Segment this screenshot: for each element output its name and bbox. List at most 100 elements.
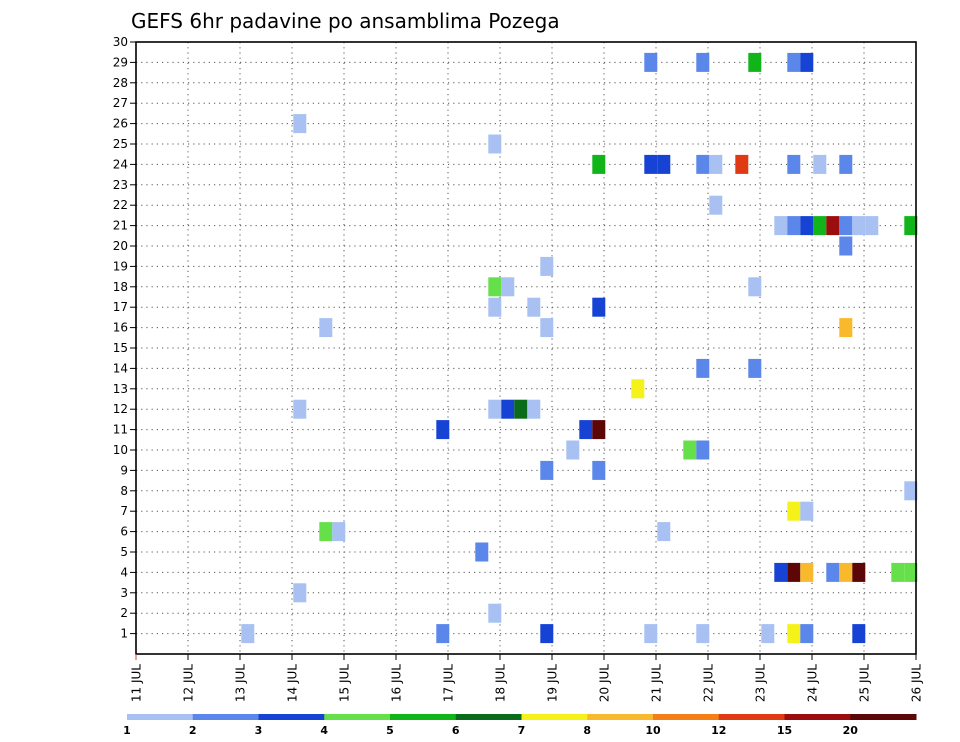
precip-cell — [644, 52, 658, 72]
precip-cell — [748, 52, 762, 72]
colorbar-label: 5 — [386, 724, 394, 737]
precip-cell — [800, 216, 814, 236]
y-tick-label: 10 — [113, 443, 128, 457]
precip-cell — [657, 522, 671, 542]
precip-cell — [852, 216, 866, 236]
precip-cell — [813, 216, 827, 236]
y-tick-label: 29 — [113, 55, 128, 69]
colorbar-segment — [127, 714, 194, 720]
x-tick-label: 13 JUL — [234, 664, 248, 702]
precip-cell — [592, 460, 606, 480]
precip-cell — [540, 460, 554, 480]
precip-cell — [514, 399, 528, 419]
precip-cell — [839, 318, 853, 338]
precip-cell — [774, 562, 788, 582]
colorbar-label: 3 — [255, 724, 263, 737]
colorbar-label: 1 — [123, 724, 131, 737]
precip-cell — [527, 399, 541, 419]
precip-cell — [436, 420, 450, 440]
precip-cell — [787, 52, 801, 72]
precip-cell — [800, 52, 814, 72]
precip-cell — [293, 583, 307, 603]
colorbar-label: 10 — [645, 724, 661, 737]
precip-cell — [319, 318, 333, 338]
precip-cell — [839, 216, 853, 236]
precip-cell — [319, 522, 333, 542]
y-tick-label: 8 — [120, 484, 128, 498]
x-tick-label: 17 JUL — [442, 664, 456, 702]
precip-cell — [839, 236, 853, 256]
colorbar-segment — [455, 714, 522, 720]
y-tick-label: 26 — [113, 117, 128, 131]
precip-cell — [696, 52, 710, 72]
precip-cell — [293, 399, 307, 419]
precip-cell — [904, 216, 918, 236]
precip-cell — [696, 624, 710, 644]
precip-cell — [839, 562, 853, 582]
y-tick-label: 9 — [120, 463, 128, 477]
colorbar-label: 7 — [518, 724, 526, 737]
x-tick-label: 12 JUL — [182, 664, 196, 702]
precip-cell — [852, 562, 866, 582]
precip-cell — [644, 154, 658, 174]
y-tick-label: 14 — [113, 361, 128, 375]
precip-cell — [904, 481, 918, 501]
precip-cell — [631, 379, 645, 399]
y-tick-label: 27 — [113, 96, 128, 110]
colorbar-label: 2 — [189, 724, 197, 737]
precip-cell — [657, 154, 671, 174]
y-tick-label: 24 — [113, 157, 128, 171]
precip-cell — [787, 216, 801, 236]
x-tick-label: 20 JUL — [598, 664, 612, 702]
precip-cell — [787, 501, 801, 521]
precip-cell — [735, 154, 749, 174]
x-axis-ticks: 11 JUL 12 JUL 13 JUL 14 JUL 15 JUL 16 JUL 17 J… — [130, 654, 924, 702]
y-tick-label: 2 — [120, 606, 128, 620]
colorbar-label: 4 — [320, 724, 328, 737]
precip-cell — [592, 420, 606, 440]
colorbar-segment — [521, 714, 588, 720]
y-tick-label: 15 — [113, 341, 128, 355]
x-tick-label: 14 JUL — [286, 664, 300, 702]
y-tick-label: 21 — [113, 219, 128, 233]
precip-cell — [800, 501, 814, 521]
colorbar-segment — [258, 714, 325, 720]
colorbar-segment — [390, 714, 457, 720]
precip-cell — [475, 542, 489, 562]
precip-cell — [709, 154, 723, 174]
colorbar-segment — [192, 714, 259, 720]
colorbar-label: 15 — [777, 724, 792, 737]
y-tick-label: 25 — [113, 137, 128, 151]
precip-cell — [891, 562, 905, 582]
precip-cell — [852, 624, 866, 644]
y-tick-label: 18 — [113, 280, 128, 294]
precip-cell — [800, 562, 814, 582]
y-tick-label: 5 — [120, 545, 128, 559]
y-tick-label: 13 — [113, 382, 128, 396]
precip-cell — [540, 318, 554, 338]
precip-cell — [748, 358, 762, 378]
y-tick-label: 20 — [113, 239, 128, 253]
x-tick-label: 24 JUL — [806, 664, 820, 702]
y-tick-label: 3 — [120, 586, 128, 600]
y-tick-label: 1 — [120, 627, 128, 641]
colorbar-label: 6 — [452, 724, 460, 737]
x-tick-label: 22 JUL — [702, 664, 716, 702]
precip-cell — [839, 154, 853, 174]
x-tick-label: 19 JUL — [546, 664, 560, 702]
x-tick-label: 26 JUL — [910, 664, 924, 702]
precip-cell — [592, 154, 606, 174]
y-tick-label: 6 — [120, 525, 128, 539]
x-tick-label: 25 JUL — [858, 664, 872, 702]
precip-cell — [904, 562, 918, 582]
precip-cell — [488, 277, 502, 297]
colorbar-segment — [784, 714, 851, 720]
precip-cell — [696, 440, 710, 460]
precip-cell — [826, 216, 840, 236]
precip-cell — [787, 624, 801, 644]
grid — [136, 42, 916, 654]
precip-cell — [644, 624, 658, 644]
precip-cell — [592, 297, 606, 317]
colorbar-segment — [324, 714, 391, 720]
precip-cell — [865, 216, 879, 236]
